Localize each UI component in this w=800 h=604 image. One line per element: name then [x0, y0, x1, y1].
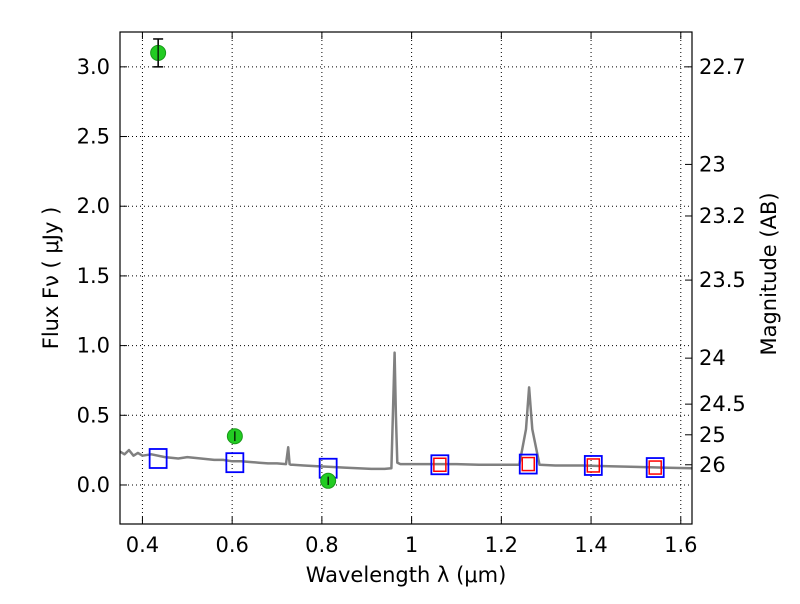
y-tick-label: 1.5 — [77, 264, 110, 288]
spectrum-line — [120, 351, 692, 471]
observed-photometry-point — [586, 458, 601, 473]
x-axis-title: Wavelength λ (μm) — [306, 563, 507, 587]
model-photometry-point — [225, 452, 245, 474]
y2-tick-label: 25 — [699, 423, 726, 447]
y2-tick-label: 23.2 — [699, 204, 746, 228]
y2-tick-label: 22.7 — [699, 55, 746, 79]
plot-frame — [119, 31, 693, 525]
x-tick-label: 0.8 — [305, 533, 338, 557]
model-photometry-point — [518, 453, 538, 475]
grid-layer — [120, 32, 692, 524]
x-tick-label: 1.6 — [664, 533, 697, 557]
x-tick-label: 1.4 — [574, 533, 607, 557]
y2-tick-label: 23.5 — [699, 268, 746, 292]
x-tick-label: 0.4 — [126, 533, 159, 557]
y-tick-label: 3.0 — [77, 55, 110, 79]
y2-tick-label: 24 — [699, 346, 726, 370]
tick-layer: 0.4 0.6 0.8 1 1.2 1.4 1.6 0.0 0.5 1.0 1.5 2.0 2.5 3.0… — [77, 32, 746, 557]
model-photometry-point — [430, 454, 450, 476]
x-tick-label: 1 — [405, 533, 418, 557]
observed-photometry-point — [648, 460, 662, 475]
y-tick-label: 2.5 — [77, 125, 110, 149]
y2-tick-label: 23 — [699, 152, 726, 176]
model-photometry-point — [645, 457, 665, 478]
y-tick-label: 0.0 — [77, 473, 110, 497]
x-tick-label: 0.6 — [215, 533, 248, 557]
y-tick-label: 1.0 — [77, 334, 110, 358]
model-photometry-point — [583, 455, 603, 476]
observed-photometry-point — [521, 456, 536, 472]
y-tick-label: 0.5 — [77, 403, 110, 427]
model-photometry-point — [148, 448, 168, 469]
y2-axis-title: Magnitude (AB) — [757, 192, 781, 355]
x-tick-label: 1.2 — [485, 533, 518, 557]
y-axis-title: Flux Fν ( μJy ) — [39, 207, 63, 350]
data-layer — [120, 38, 692, 489]
y-tick-label: 2.0 — [77, 194, 110, 218]
y2-tick-label: 26 — [699, 453, 726, 477]
observed-photometry-point — [433, 457, 447, 473]
y2-tick-label: 24.5 — [699, 392, 746, 416]
